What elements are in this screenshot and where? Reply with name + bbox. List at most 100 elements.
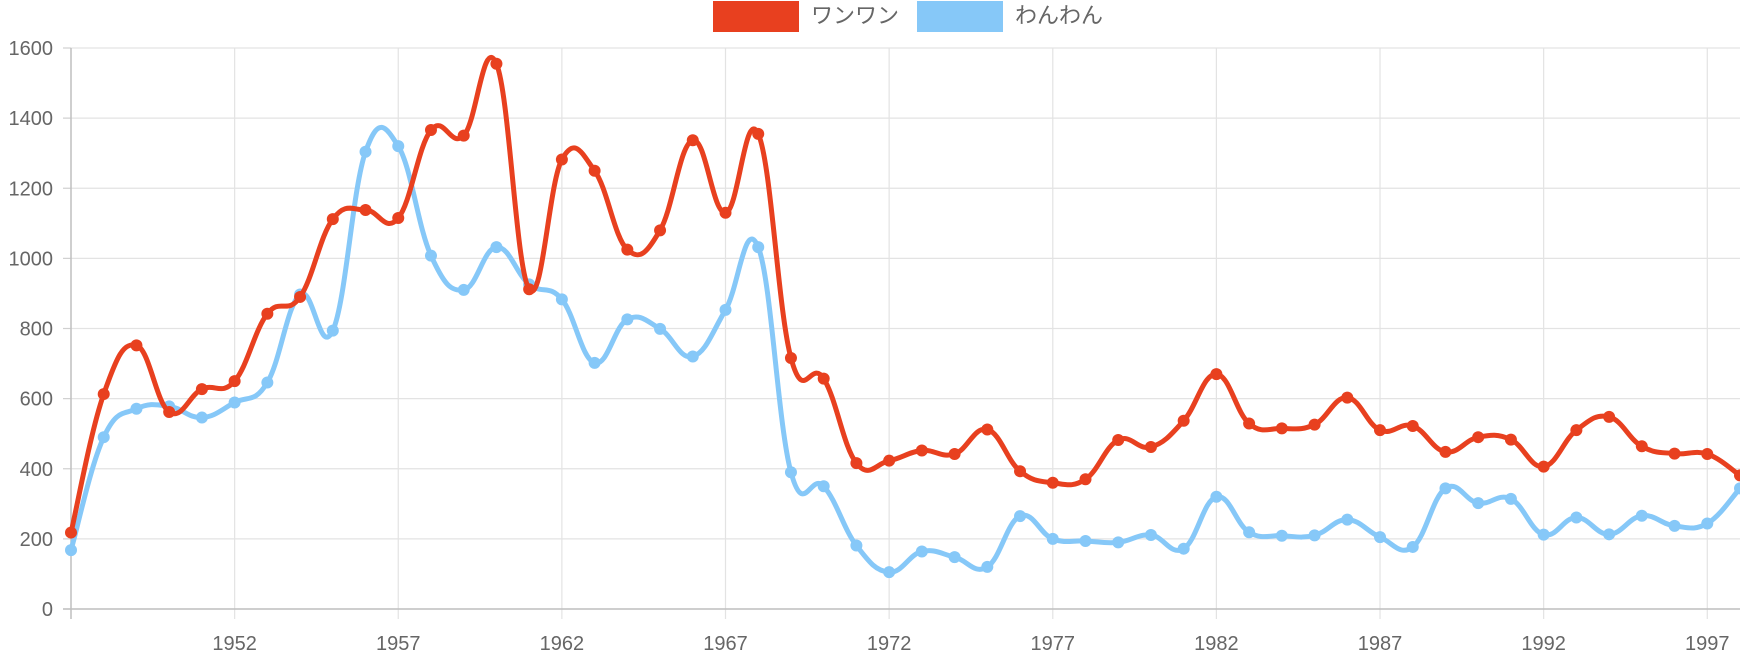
data-point[interactable] <box>1635 509 1648 522</box>
data-point[interactable] <box>1406 419 1419 432</box>
data-point[interactable] <box>1341 391 1354 404</box>
data-point[interactable] <box>1112 536 1125 549</box>
data-point[interactable] <box>588 164 601 177</box>
data-point[interactable] <box>784 466 797 479</box>
data-point[interactable] <box>457 129 470 142</box>
data-point[interactable] <box>1701 517 1714 530</box>
data-point[interactable] <box>1210 490 1223 503</box>
data-point[interactable] <box>97 388 110 401</box>
legend-item-1[interactable]: ワンワン <box>713 1 899 32</box>
data-point[interactable] <box>1112 433 1125 446</box>
data-point[interactable] <box>457 283 470 296</box>
data-point[interactable] <box>1275 529 1288 542</box>
data-point[interactable] <box>555 153 568 166</box>
data-point[interactable] <box>130 339 143 352</box>
data-point[interactable] <box>850 457 863 470</box>
data-point[interactable] <box>1635 440 1648 453</box>
data-point[interactable] <box>719 206 732 219</box>
data-point[interactable] <box>1079 473 1092 486</box>
data-point[interactable] <box>1374 531 1387 544</box>
data-point[interactable] <box>195 383 208 396</box>
data-point[interactable] <box>1144 529 1157 542</box>
data-point[interactable] <box>523 283 536 296</box>
data-point[interactable] <box>1537 528 1550 541</box>
data-point[interactable] <box>915 545 928 558</box>
data-point[interactable] <box>1144 441 1157 454</box>
data-point[interactable] <box>981 423 994 436</box>
data-point[interactable] <box>392 212 405 225</box>
data-point[interactable] <box>1275 422 1288 435</box>
data-point[interactable] <box>228 396 241 409</box>
data-point[interactable] <box>719 303 732 316</box>
data-point[interactable] <box>686 350 699 363</box>
data-point[interactable] <box>752 241 765 254</box>
data-point[interactable] <box>65 544 77 557</box>
data-point[interactable] <box>752 127 765 140</box>
data-point[interactable] <box>883 566 896 579</box>
data-point[interactable] <box>392 140 405 153</box>
data-point[interactable] <box>1603 410 1616 423</box>
data-point[interactable] <box>1504 433 1517 446</box>
data-point[interactable] <box>1668 519 1681 532</box>
data-point[interactable] <box>1734 469 1740 482</box>
data-point[interactable] <box>621 313 634 326</box>
data-point[interactable] <box>1439 445 1452 458</box>
data-point[interactable] <box>948 551 961 564</box>
data-point[interactable] <box>1046 532 1059 545</box>
data-point[interactable] <box>1243 526 1256 539</box>
legend-item-2[interactable]: わんわん <box>917 1 1103 32</box>
data-point[interactable] <box>981 560 994 573</box>
data-point[interactable] <box>1046 476 1059 489</box>
data-point[interactable] <box>621 243 634 256</box>
data-point[interactable] <box>1210 368 1223 381</box>
data-point[interactable] <box>1243 417 1256 430</box>
data-point[interactable] <box>850 539 863 552</box>
data-point[interactable] <box>359 203 372 216</box>
data-point[interactable] <box>1701 448 1714 461</box>
data-point[interactable] <box>1079 534 1092 547</box>
data-point[interactable] <box>65 526 77 539</box>
data-point[interactable] <box>1014 465 1027 478</box>
data-point[interactable] <box>326 324 339 337</box>
legend[interactable]: ワンワン わんわん <box>713 1 1103 32</box>
data-point[interactable] <box>1668 447 1681 460</box>
data-point[interactable] <box>883 454 896 467</box>
data-point[interactable] <box>1406 540 1419 553</box>
data-point[interactable] <box>1177 414 1190 427</box>
data-point[interactable] <box>654 224 667 237</box>
data-point[interactable] <box>817 480 830 493</box>
data-point[interactable] <box>261 376 274 389</box>
data-point[interactable] <box>1472 431 1485 444</box>
data-point[interactable] <box>915 444 928 457</box>
data-point[interactable] <box>294 290 307 303</box>
data-point[interactable] <box>424 124 437 137</box>
data-point[interactable] <box>1014 510 1027 523</box>
data-point[interactable] <box>784 351 797 364</box>
data-point[interactable] <box>948 448 961 461</box>
data-point[interactable] <box>490 57 503 70</box>
data-point[interactable] <box>163 405 176 418</box>
data-point[interactable] <box>326 213 339 226</box>
data-point[interactable] <box>1472 497 1485 510</box>
data-point[interactable] <box>130 402 143 415</box>
data-point[interactable] <box>1308 418 1321 431</box>
data-point[interactable] <box>97 431 110 444</box>
data-point[interactable] <box>1504 492 1517 505</box>
data-point[interactable] <box>1177 542 1190 555</box>
data-point[interactable] <box>359 145 372 158</box>
data-point[interactable] <box>195 411 208 424</box>
data-point[interactable] <box>588 356 601 369</box>
data-point[interactable] <box>654 322 667 335</box>
data-point[interactable] <box>1603 528 1616 541</box>
data-point[interactable] <box>490 241 503 254</box>
data-point[interactable] <box>1537 460 1550 473</box>
data-point[interactable] <box>1570 424 1583 437</box>
data-point[interactable] <box>1341 513 1354 526</box>
data-point[interactable] <box>228 375 241 388</box>
data-point[interactable] <box>261 307 274 320</box>
data-point[interactable] <box>555 293 568 306</box>
data-point[interactable] <box>817 372 830 385</box>
data-point[interactable] <box>1374 424 1387 437</box>
data-point[interactable] <box>424 249 437 262</box>
data-point[interactable] <box>1439 482 1452 495</box>
